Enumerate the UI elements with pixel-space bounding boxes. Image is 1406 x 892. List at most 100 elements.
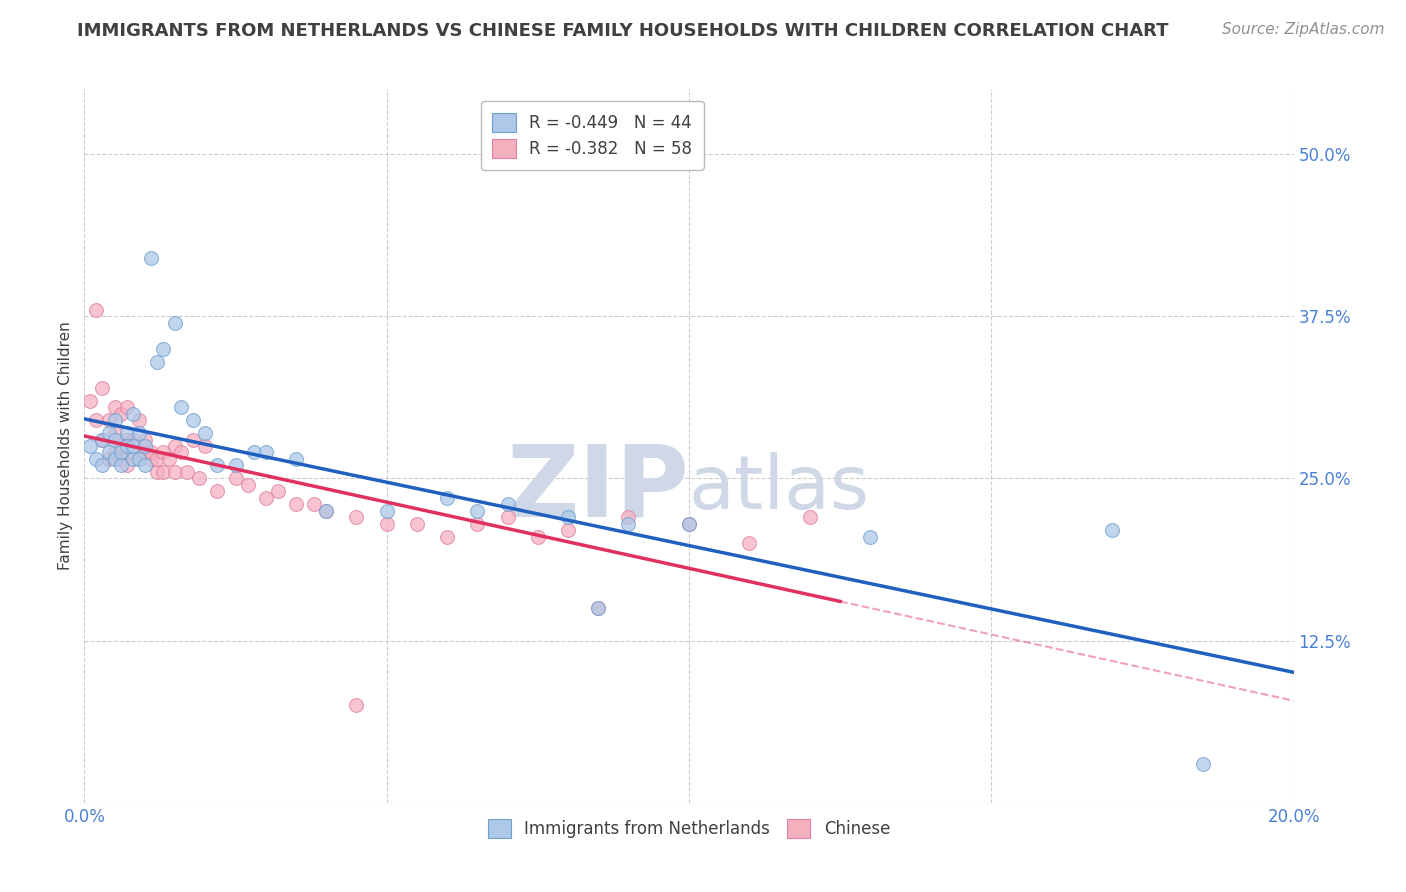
Text: IMMIGRANTS FROM NETHERLANDS VS CHINESE FAMILY HOUSEHOLDS WITH CHILDREN CORRELATI: IMMIGRANTS FROM NETHERLANDS VS CHINESE F… bbox=[77, 22, 1168, 40]
Point bbox=[254, 491, 277, 505]
Point bbox=[134, 458, 156, 473]
Point bbox=[104, 425, 127, 440]
Point bbox=[799, 510, 821, 524]
Point bbox=[236, 478, 259, 492]
Point bbox=[115, 433, 138, 447]
Point bbox=[91, 381, 114, 395]
Point bbox=[496, 510, 519, 524]
Point bbox=[79, 439, 101, 453]
Point bbox=[678, 516, 700, 531]
Point bbox=[181, 413, 204, 427]
Point bbox=[436, 491, 458, 505]
Point bbox=[315, 504, 337, 518]
Point bbox=[146, 465, 169, 479]
Point bbox=[110, 407, 132, 421]
Point bbox=[375, 504, 398, 518]
Point bbox=[225, 471, 247, 485]
Point bbox=[617, 510, 640, 524]
Point bbox=[176, 465, 198, 479]
Point bbox=[121, 452, 143, 467]
Point bbox=[557, 524, 579, 538]
Point bbox=[134, 445, 156, 459]
Point bbox=[128, 425, 150, 440]
Point bbox=[121, 445, 143, 459]
Legend: Immigrants from Netherlands, Chinese: Immigrants from Netherlands, Chinese bbox=[481, 812, 897, 845]
Point bbox=[165, 439, 187, 453]
Point bbox=[207, 484, 229, 499]
Point bbox=[139, 445, 162, 459]
Point bbox=[588, 601, 610, 615]
Point bbox=[285, 452, 308, 467]
Point bbox=[496, 497, 519, 511]
Point bbox=[104, 433, 127, 447]
Point bbox=[86, 302, 108, 317]
Point bbox=[557, 510, 579, 524]
Point bbox=[121, 407, 143, 421]
Point bbox=[97, 452, 120, 467]
Point bbox=[194, 439, 217, 453]
Point bbox=[375, 516, 398, 531]
Point bbox=[134, 433, 156, 447]
Point bbox=[406, 516, 429, 531]
Point bbox=[128, 452, 150, 467]
Point bbox=[285, 497, 308, 511]
Point bbox=[79, 393, 101, 408]
Point bbox=[104, 413, 127, 427]
Text: Source: ZipAtlas.com: Source: ZipAtlas.com bbox=[1222, 22, 1385, 37]
Point bbox=[91, 433, 114, 447]
Point bbox=[115, 439, 138, 453]
Point bbox=[110, 458, 132, 473]
Point bbox=[436, 530, 458, 544]
Point bbox=[97, 445, 120, 459]
Point bbox=[170, 445, 193, 459]
Point bbox=[527, 530, 550, 544]
Point bbox=[146, 354, 169, 368]
Point bbox=[91, 433, 114, 447]
Point bbox=[165, 465, 187, 479]
Y-axis label: Family Households with Children: Family Households with Children bbox=[58, 322, 73, 570]
Point bbox=[134, 439, 156, 453]
Point bbox=[738, 536, 761, 550]
Point bbox=[121, 433, 143, 447]
Point bbox=[110, 452, 132, 467]
Point bbox=[97, 413, 120, 427]
Point bbox=[139, 251, 162, 265]
Point bbox=[115, 400, 138, 414]
Point bbox=[128, 452, 150, 467]
Point bbox=[91, 458, 114, 473]
Point bbox=[104, 445, 127, 459]
Point bbox=[115, 425, 138, 440]
Point bbox=[104, 452, 127, 467]
Point bbox=[157, 452, 180, 467]
Point bbox=[146, 452, 169, 467]
Point bbox=[152, 445, 174, 459]
Point bbox=[86, 452, 108, 467]
Point bbox=[315, 504, 337, 518]
Point bbox=[110, 445, 132, 459]
Point bbox=[115, 458, 138, 473]
Point bbox=[302, 497, 325, 511]
Point bbox=[617, 516, 640, 531]
Point bbox=[346, 698, 368, 713]
Point bbox=[242, 445, 264, 459]
Text: atlas: atlas bbox=[689, 452, 870, 525]
Point bbox=[1192, 756, 1215, 771]
Point bbox=[121, 439, 143, 453]
Point bbox=[467, 516, 489, 531]
Point bbox=[152, 342, 174, 356]
Point bbox=[207, 458, 229, 473]
Point bbox=[678, 516, 700, 531]
Point bbox=[170, 400, 193, 414]
Point bbox=[128, 413, 150, 427]
Point bbox=[588, 601, 610, 615]
Point bbox=[225, 458, 247, 473]
Point bbox=[467, 504, 489, 518]
Point bbox=[152, 465, 174, 479]
Point bbox=[165, 316, 187, 330]
Point bbox=[859, 530, 882, 544]
Point bbox=[194, 425, 217, 440]
Point bbox=[346, 510, 368, 524]
Point bbox=[97, 425, 120, 440]
Point bbox=[188, 471, 211, 485]
Text: ZIP: ZIP bbox=[506, 441, 689, 537]
